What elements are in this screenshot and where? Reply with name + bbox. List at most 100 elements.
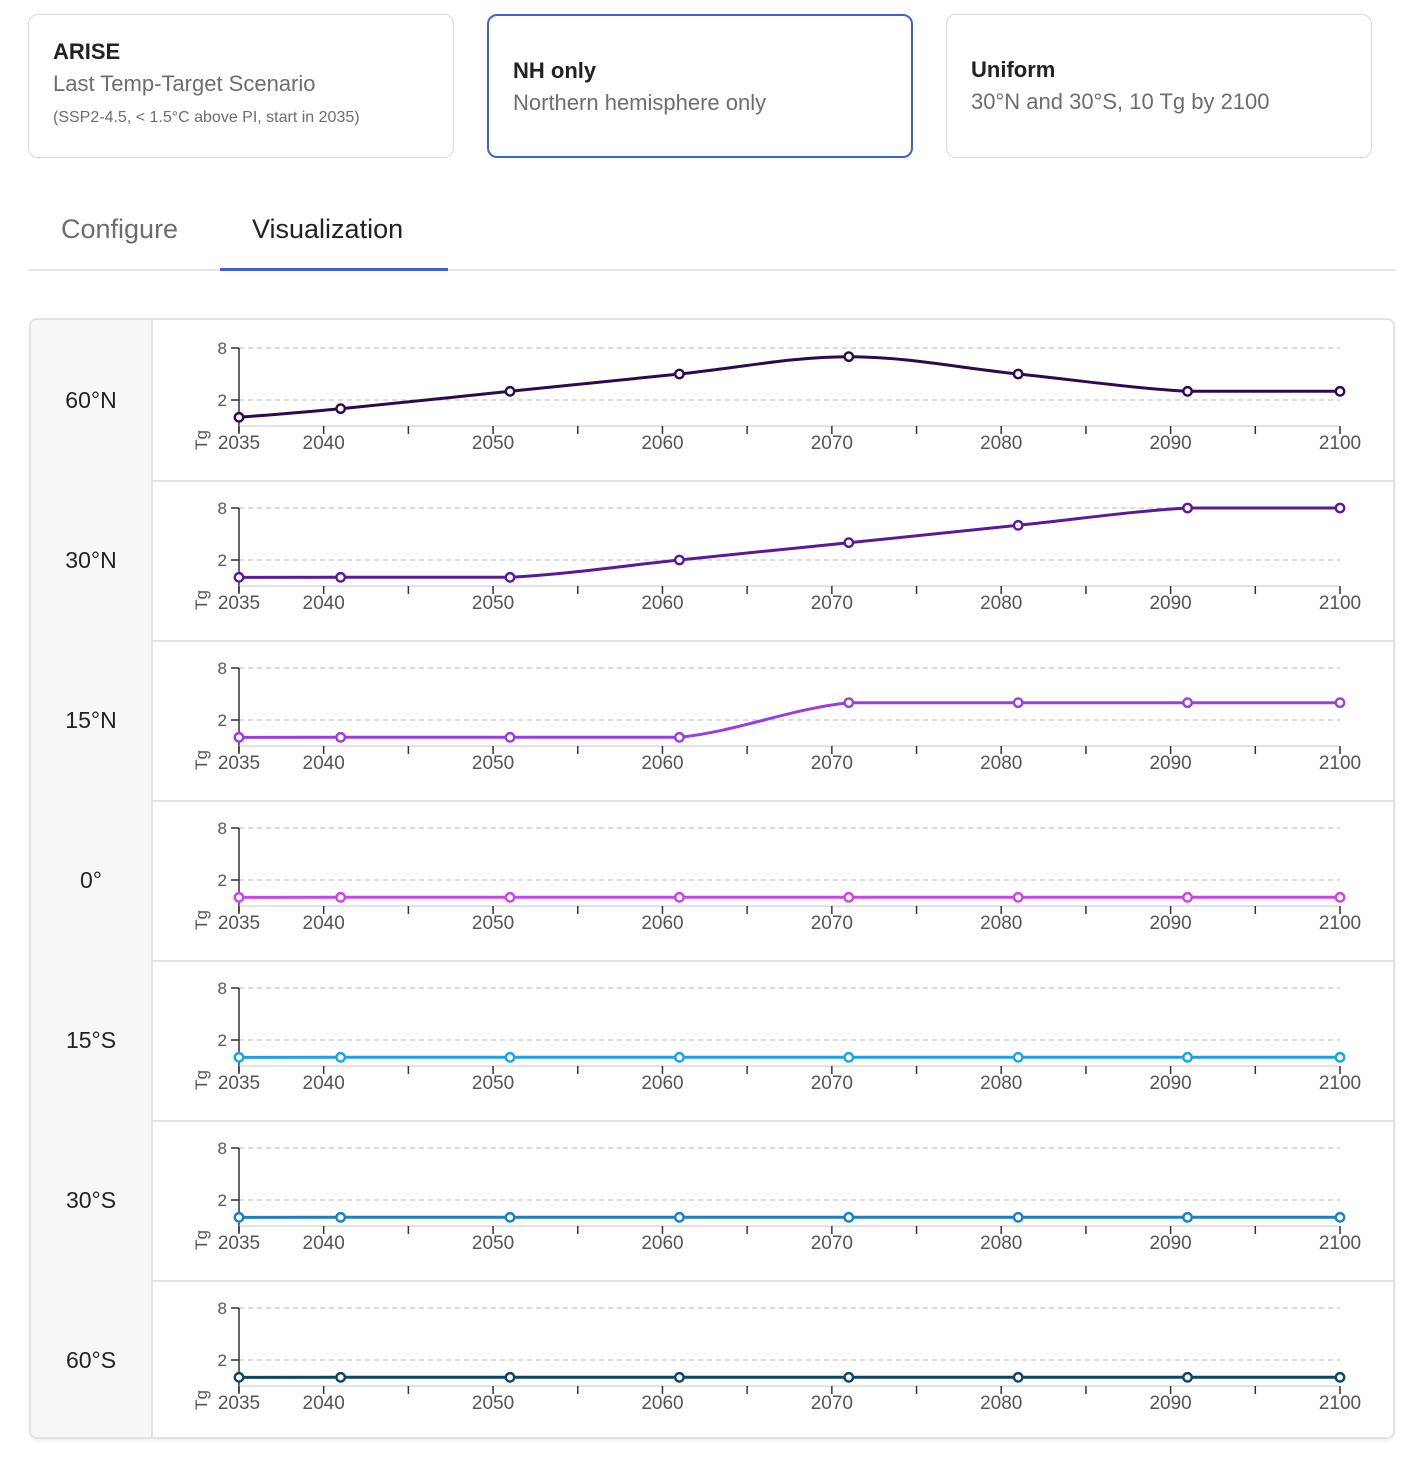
data-point — [335, 1211, 347, 1223]
x-tick-label: 2080 — [980, 593, 1022, 614]
data-point — [1182, 502, 1193, 514]
active-tab-indicator — [220, 268, 448, 271]
x-tick-label: 2035 — [218, 1073, 260, 1094]
scenario-card-nh-only[interactable]: NH only Northern hemisphere only — [487, 14, 913, 158]
x-tick-label: 2035 — [218, 1233, 260, 1254]
row-latitude-label: 15°N — [31, 640, 153, 800]
data-point — [335, 1051, 347, 1063]
x-tick-label: 2040 — [303, 433, 345, 454]
x-tick-label: 2060 — [641, 913, 683, 934]
x-tick-label: 2070 — [811, 1073, 853, 1094]
x-tick-label: 2040 — [303, 913, 345, 934]
series-line — [238, 506, 1340, 579]
chart-row: 30°S 2 8 Tg 2035 2040 2050 2060 2070 2080 2090 2100 — [31, 1120, 1393, 1282]
x-tick-label: 2090 — [1149, 433, 1191, 454]
x-tick-label: 2100 — [1319, 913, 1361, 934]
x-tick-label: 2080 — [980, 1393, 1022, 1414]
x-tick-label: 2050 — [472, 433, 514, 454]
chart-row: 60°N 2 8 Tg 2035 2040 2050 2060 2070 2080 2090 2100 — [31, 320, 1393, 482]
x-tick-label: 2040 — [303, 1233, 345, 1254]
x-tick-label: 2040 — [303, 1073, 345, 1094]
x-tick-label: 2100 — [1319, 433, 1361, 454]
chart-row: 0° 2 8 Tg 2035 2040 2050 2060 2070 2080 2090 2100 — [31, 800, 1393, 962]
x-tick-label: 2060 — [641, 1233, 683, 1254]
x-tick-label: 2040 — [303, 1393, 345, 1414]
data-point — [1334, 1211, 1346, 1223]
x-tick-label: 2090 — [1149, 1073, 1191, 1094]
scenario-card-subtitle: Last Temp-Target Scenario — [53, 71, 316, 96]
data-point — [504, 1371, 516, 1383]
visualization-panel: 60°N 2 8 Tg 2035 2040 2050 2060 2070 2080 2090 2100… — [29, 318, 1395, 1439]
y-tick-label: 8 — [218, 339, 227, 358]
y-axis-title: Tg — [192, 590, 211, 610]
data-point — [1334, 385, 1346, 397]
data-point — [1012, 1211, 1024, 1223]
y-tick-label: 2 — [218, 1031, 227, 1050]
data-point — [504, 891, 516, 903]
scenario-card-arise[interactable]: ARISE Last Temp-Target Scenario (SSP2-4.… — [28, 14, 454, 158]
scenario-card-uniform[interactable]: Uniform 30°N and 30°S, 10 Tg by 2100 — [946, 14, 1372, 158]
data-point — [504, 1051, 516, 1063]
data-point — [1182, 385, 1193, 397]
y-tick-label: 8 — [218, 979, 227, 998]
data-point — [674, 554, 685, 566]
row-latitude-label: 60°S — [31, 1280, 153, 1437]
x-tick-label: 2070 — [811, 1393, 853, 1414]
data-point — [233, 411, 245, 423]
data-point — [1182, 1371, 1193, 1383]
x-tick-label: 2050 — [472, 753, 514, 774]
line-chart: 2 8 Tg 2035 2040 2050 2060 2070 2080 2090 2100 — [192, 1139, 1361, 1254]
tab-configure[interactable]: Configure — [61, 214, 179, 244]
row-latitude-label: 15°S — [31, 960, 153, 1120]
data-point — [843, 891, 855, 903]
data-point — [335, 891, 347, 903]
x-tick-label: 2035 — [218, 913, 260, 934]
y-tick-label: 2 — [218, 871, 227, 890]
y-tick-label: 2 — [218, 711, 227, 730]
x-tick-label: 2090 — [1149, 913, 1191, 934]
y-axis-title: Tg — [192, 430, 211, 450]
data-point — [504, 1211, 516, 1223]
line-chart: 2 8 Tg 2035 2040 2050 2060 2070 2080 2090 2100 — [192, 1299, 1361, 1414]
data-point — [1012, 697, 1024, 709]
data-point — [674, 368, 685, 380]
y-tick-label: 8 — [218, 1299, 227, 1318]
y-tick-label: 8 — [218, 1139, 227, 1158]
data-point — [674, 891, 685, 903]
series-line — [238, 701, 1340, 739]
y-tick-label: 2 — [218, 1191, 227, 1210]
data-point — [674, 1211, 685, 1223]
x-tick-label: 2070 — [811, 1233, 853, 1254]
data-point — [1334, 1371, 1346, 1383]
data-point — [1334, 697, 1346, 709]
tab-visualization[interactable]: Visualization — [252, 214, 404, 244]
x-tick-label: 2050 — [472, 593, 514, 614]
data-point — [1334, 502, 1346, 514]
data-point — [843, 351, 855, 363]
y-tick-label: 8 — [218, 819, 227, 838]
scenario-card-note: (SSP2-4.5, < 1.5°C above PI, start in 20… — [53, 109, 360, 126]
data-point — [1012, 1051, 1024, 1063]
y-axis-title: Tg — [192, 910, 211, 930]
x-tick-label: 2100 — [1319, 1393, 1361, 1414]
tab-bar: Configure Visualization — [28, 190, 1396, 271]
data-point — [504, 571, 516, 583]
data-point — [504, 385, 516, 397]
data-point — [1182, 697, 1193, 709]
x-tick-label: 2035 — [218, 753, 260, 774]
data-point — [504, 731, 516, 743]
y-axis-title: Tg — [192, 1390, 211, 1410]
row-latitude-label: 30°N — [31, 480, 153, 640]
y-tick-label: 2 — [218, 551, 227, 570]
x-tick-label: 2070 — [811, 753, 853, 774]
x-tick-label: 2090 — [1149, 1393, 1191, 1414]
x-tick-label: 2060 — [641, 1073, 683, 1094]
scenario-card-subtitle: Northern hemisphere only — [513, 90, 767, 115]
line-chart: 2 8 Tg 2035 2040 2050 2060 2070 2080 2090 2100 — [192, 339, 1361, 454]
row-latitude-label: 0° — [31, 800, 153, 960]
y-tick-label: 2 — [218, 391, 227, 410]
data-point — [1012, 519, 1024, 531]
data-point — [335, 403, 347, 415]
x-tick-label: 2060 — [641, 1393, 683, 1414]
x-tick-label: 2080 — [980, 913, 1022, 934]
